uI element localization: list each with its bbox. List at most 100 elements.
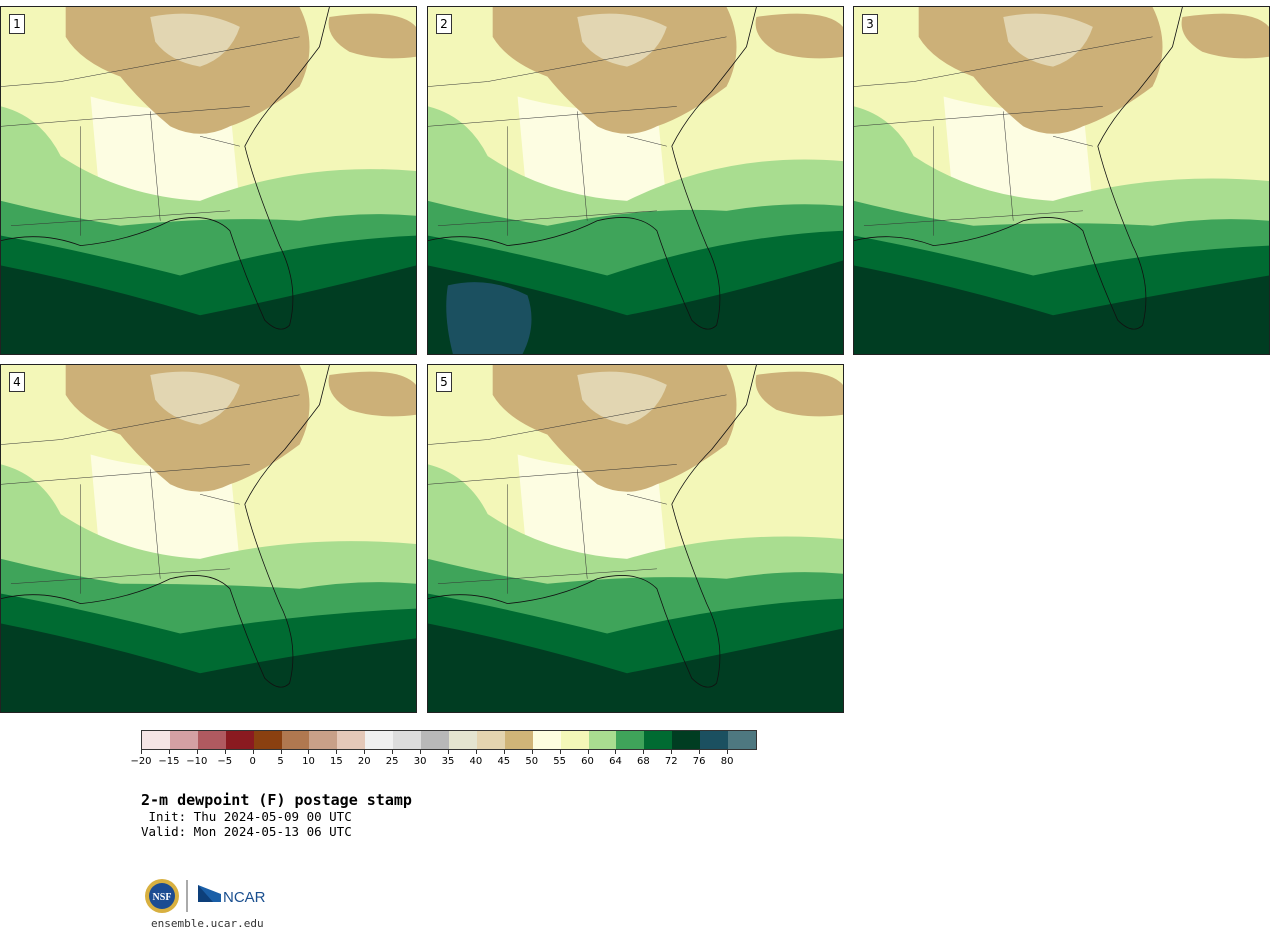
colorbar-swatch xyxy=(393,731,422,749)
colorbar-swatch xyxy=(616,731,645,749)
panel-label-4: 4 xyxy=(9,372,25,392)
coastline xyxy=(1,7,330,330)
colorbar-tickmark xyxy=(448,750,449,754)
colorbar-swatch xyxy=(448,731,477,749)
state-boundaries xyxy=(428,394,727,594)
field-dry-atlantic xyxy=(755,13,843,59)
panel-label-5: 5 xyxy=(436,372,452,392)
colorbar-swatch xyxy=(476,731,505,749)
colorbar-tick-label: 30 xyxy=(413,756,427,767)
colorbar-swatch xyxy=(532,731,561,749)
colorbar-tickmark xyxy=(168,750,170,754)
field-dry-brown xyxy=(492,365,737,492)
field-dry-brown xyxy=(65,7,310,134)
nsf-logo-text: NSF xyxy=(153,892,172,903)
field-light-tan xyxy=(150,13,240,67)
colorbar-swatch xyxy=(253,731,282,749)
colorbar-swatch xyxy=(197,731,226,749)
colorbar-swatch xyxy=(169,731,198,749)
colorbar-tickmark xyxy=(699,750,701,754)
colorbar-tick-label: −10 xyxy=(186,756,208,767)
colorbar-swatch xyxy=(728,731,756,749)
colorbar-tick-label: 40 xyxy=(469,756,483,767)
ncar-logo-text: NCAR xyxy=(223,889,266,906)
colorbar-swatch xyxy=(672,731,701,749)
colorbar-tickmark xyxy=(364,750,366,754)
colorbar-tickmark xyxy=(141,750,142,754)
field-dark-green xyxy=(854,265,1269,354)
colorbar-tickmark xyxy=(531,750,533,754)
colorbar-tick-label: 80 xyxy=(720,756,734,767)
field-light-tan xyxy=(1003,13,1093,67)
colorbar-swatch xyxy=(225,731,254,749)
valid-time: Valid: Mon 2024-05-13 06 UTC xyxy=(141,824,352,839)
coastline xyxy=(428,365,757,688)
colorbar-swatch xyxy=(365,731,394,749)
dewpoint-map-5 xyxy=(428,365,843,712)
colorbar-swatch xyxy=(560,731,589,749)
coastline xyxy=(1,365,330,688)
colorbar-tickmark xyxy=(224,750,226,754)
colorbar-tickmark xyxy=(671,750,673,754)
field-dry-atlantic xyxy=(328,371,416,417)
colorbar-tick-label: 45 xyxy=(497,756,511,767)
colorbar-tickmark xyxy=(475,750,477,754)
state-boundaries xyxy=(428,36,727,236)
logos: NSF NCAR xyxy=(145,879,266,913)
colorbar-tick-label: 20 xyxy=(357,756,371,767)
field-dark-green xyxy=(428,623,843,712)
colorbar-tickmark xyxy=(615,750,617,754)
colorbar-swatch xyxy=(309,731,338,749)
dewpoint-map-2 xyxy=(428,7,843,354)
field-dry-brown xyxy=(65,365,310,492)
colorbar-tick-label: −5 xyxy=(217,756,233,767)
colorbar-tick-label: 50 xyxy=(525,756,539,767)
state-boundaries xyxy=(1,394,300,594)
field-dry-atlantic xyxy=(1181,13,1269,59)
dewpoint-map-3 xyxy=(854,7,1269,354)
coastline xyxy=(428,7,757,330)
colorbar-tickmark xyxy=(336,750,338,754)
panel-label-1: 1 xyxy=(9,14,25,34)
colorbar-tick-label: 0 xyxy=(249,756,256,767)
colorbar-tick-labels: −20 −15 −10 −5 0 5 10 15 20 25 30 35 40 45 50 55 60 64 68 7… xyxy=(130,756,755,770)
field-light-tan xyxy=(150,371,240,425)
field-dark-green xyxy=(428,260,843,354)
colorbar-tickmark xyxy=(280,750,282,754)
colorbar-tick-label: 60 xyxy=(581,756,594,767)
colorbar-tick-label: 5 xyxy=(277,756,284,767)
colorbar-tickmark xyxy=(420,750,422,754)
state-boundaries xyxy=(1,36,300,236)
field-dry-brown xyxy=(492,7,737,134)
colorbar-tickmark xyxy=(503,750,505,754)
dewpoint-map-4 xyxy=(1,365,416,712)
dewpoint-map-1 xyxy=(1,7,416,354)
colorbar-tickmark xyxy=(643,750,645,754)
colorbar-tick-label: 68 xyxy=(636,756,650,767)
colorbar-tick-label: 64 xyxy=(609,756,622,767)
colorbar-swatch xyxy=(644,731,673,749)
field-dark-green xyxy=(1,265,416,354)
colorbar-swatch xyxy=(142,731,170,749)
colorbar-tickmark xyxy=(727,750,729,754)
state-boundaries xyxy=(854,36,1153,236)
colorbar-tickmark xyxy=(308,750,310,754)
map-panel-4: 4 xyxy=(0,364,417,713)
colorbar-tick-label: 10 xyxy=(302,756,315,767)
colorbar-swatch xyxy=(421,731,449,749)
field-dry-atlantic xyxy=(328,13,416,59)
ncar-logo: NCAR xyxy=(198,885,266,906)
colorbar-tick-label: 55 xyxy=(553,756,566,767)
map-panel-2: 2 xyxy=(427,6,844,355)
colorbar-swatch xyxy=(588,731,617,749)
field-dry-brown xyxy=(918,7,1163,134)
figure-title: 2-m dewpoint (F) postage stamp xyxy=(141,791,412,809)
colorbar xyxy=(141,730,757,750)
colorbar-tick-label: 35 xyxy=(441,756,455,767)
colorbar-tick-label: 25 xyxy=(385,756,399,767)
nsf-logo: NSF xyxy=(145,879,179,913)
colorbar-tick-label: 72 xyxy=(664,756,678,767)
colorbar-tick-label: −15 xyxy=(158,756,180,767)
colorbar-tick-label: 76 xyxy=(692,756,706,767)
coastline xyxy=(854,7,1183,330)
